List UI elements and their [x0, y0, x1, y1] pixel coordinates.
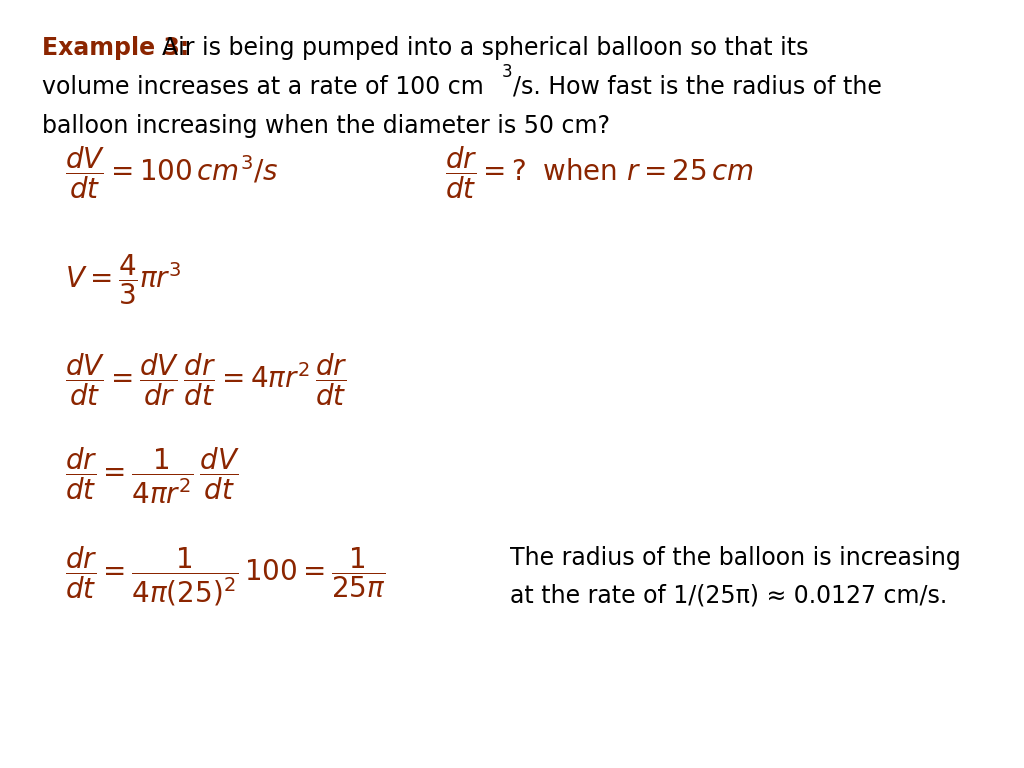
Text: $\dfrac{dV}{dt} = \dfrac{dV}{dr}\,\dfrac{dr}{dt} = 4\pi r^2\,\dfrac{dr}{dt}$: $\dfrac{dV}{dt} = \dfrac{dV}{dr}\,\dfrac…	[65, 352, 347, 409]
Text: $V = \dfrac{4}{3}\pi r^3$: $V = \dfrac{4}{3}\pi r^3$	[65, 253, 181, 307]
Text: $\dfrac{dr}{dt} = \dfrac{1}{4\pi r^2}\,\dfrac{dV}{dt}$: $\dfrac{dr}{dt} = \dfrac{1}{4\pi r^2}\,\…	[65, 445, 240, 506]
Text: The radius of the balloon is increasing: The radius of the balloon is increasing	[510, 546, 961, 570]
Text: balloon increasing when the diameter is 50 cm?: balloon increasing when the diameter is …	[42, 114, 610, 138]
Text: at the rate of 1/(25π) ≈ 0.0127 cm/s.: at the rate of 1/(25π) ≈ 0.0127 cm/s.	[510, 584, 947, 608]
Text: volume increases at a rate of 100 cm: volume increases at a rate of 100 cm	[42, 75, 483, 99]
Text: $\dfrac{dr}{dt} = \dfrac{1}{4\pi (25)^2}\,100 = \dfrac{1}{25\pi}$: $\dfrac{dr}{dt} = \dfrac{1}{4\pi (25)^2}…	[65, 545, 386, 607]
Text: Air is being pumped into a spherical balloon so that its: Air is being pumped into a spherical bal…	[162, 36, 809, 60]
Text: Example 3:: Example 3:	[42, 36, 189, 60]
Text: $\dfrac{dr}{dt} = ?\;$ when $r = 25\,cm$: $\dfrac{dr}{dt} = ?\;$ when $r = 25\,cm$	[445, 144, 754, 201]
Text: $\dfrac{dV}{dt} = 100\,cm^3 / s$: $\dfrac{dV}{dt} = 100\,cm^3 / s$	[65, 144, 279, 201]
Text: 3: 3	[502, 63, 513, 81]
Text: /s. How fast is the radius of the: /s. How fast is the radius of the	[513, 75, 882, 99]
